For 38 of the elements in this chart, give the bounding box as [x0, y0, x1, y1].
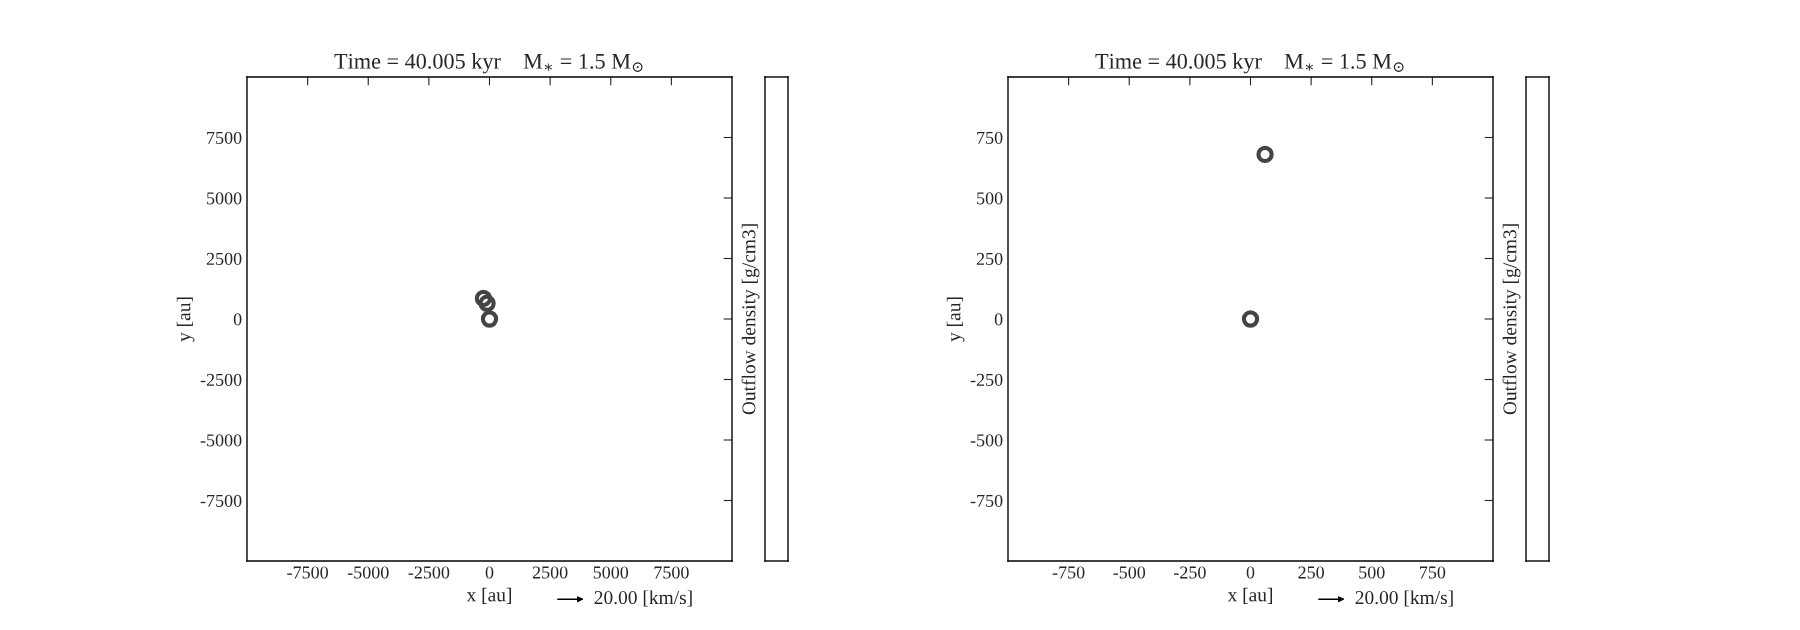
y-tick-label: 250: [976, 252, 1003, 265]
x-tick-label: 750: [1420, 566, 1446, 579]
color-bar-title: Outflow density [g/cm3]: [1502, 224, 1521, 415]
x-tick-label: -7500: [287, 566, 328, 579]
x-axis-title: x [au]: [466, 587, 511, 604]
y-tick-label: -2500: [200, 373, 242, 386]
y-tick-label: 750: [977, 131, 1003, 144]
x-tick-label: -500: [1113, 566, 1146, 579]
y-tick-label: -750: [970, 494, 1003, 507]
chart-title: Time = 40.005 kyr M$_{∗}$ = 1.5 M$_{⊙}$: [1095, 53, 1404, 74]
x-tick-label: 0: [1246, 566, 1255, 579]
y-tick-label: -5000: [200, 434, 242, 447]
text: 20.00 [km/s]: [1355, 590, 1453, 607]
x-tick-label: 0: [485, 566, 494, 579]
y-tick-label: 500: [977, 192, 1003, 205]
y-tick-label: 5000: [207, 192, 242, 205]
y-axis-title: y [au]: [176, 297, 195, 342]
x-tick-label: 2500: [532, 566, 568, 579]
y-tick-label: -250: [970, 373, 1003, 386]
x-tick-label: -2500: [408, 566, 450, 579]
color-bar-title: Outflow density [g/cm3]: [741, 224, 760, 415]
x-tick-label: 500: [1359, 566, 1385, 579]
x-tick-label: -5000: [347, 566, 389, 579]
y-tick-label: 7500: [207, 131, 242, 144]
y-tick-label: -500: [970, 434, 1003, 447]
y-tick-label: 0: [233, 313, 242, 326]
x-tick-label: -750: [1052, 566, 1085, 579]
y-tick-label: 2500: [206, 252, 242, 265]
y-tick-label: 0: [994, 313, 1003, 326]
y-axis-title: y [au]: [946, 297, 965, 342]
x-tick-label: 7500: [654, 566, 689, 579]
x-tick-label: 250: [1298, 566, 1324, 579]
x-tick-label: -250: [1174, 566, 1206, 579]
x-axis-title: x [au]: [1227, 587, 1272, 604]
chart-title: Time = 40.005 kyr M$_{∗}$ = 1.5 M$_{⊙}$: [334, 53, 643, 74]
x-tick-label: 5000: [593, 566, 629, 579]
text: 20.00 [km/s]: [594, 590, 692, 607]
y-tick-label: -7500: [200, 494, 242, 507]
